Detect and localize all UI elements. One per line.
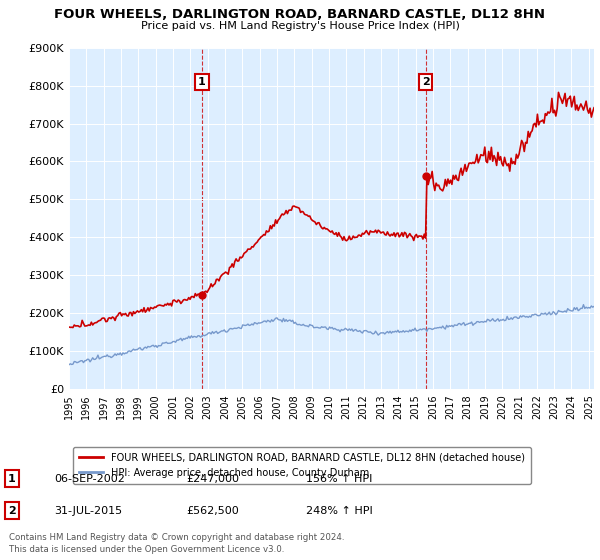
Text: 06-SEP-2002: 06-SEP-2002 (54, 474, 125, 484)
Text: 2: 2 (422, 77, 430, 87)
Text: 2: 2 (8, 506, 16, 516)
Text: FOUR WHEELS, DARLINGTON ROAD, BARNARD CASTLE, DL12 8HN: FOUR WHEELS, DARLINGTON ROAD, BARNARD CA… (55, 8, 545, 21)
Text: £562,500: £562,500 (186, 506, 239, 516)
Text: 1: 1 (198, 77, 206, 87)
Text: 31-JUL-2015: 31-JUL-2015 (54, 506, 122, 516)
Text: This data is licensed under the Open Government Licence v3.0.: This data is licensed under the Open Gov… (9, 545, 284, 554)
Text: 156% ↑ HPI: 156% ↑ HPI (306, 474, 373, 484)
Text: 248% ↑ HPI: 248% ↑ HPI (306, 506, 373, 516)
Legend: FOUR WHEELS, DARLINGTON ROAD, BARNARD CASTLE, DL12 8HN (detached house), HPI: Av: FOUR WHEELS, DARLINGTON ROAD, BARNARD CA… (73, 447, 531, 483)
Text: 1: 1 (8, 474, 16, 484)
Text: £247,000: £247,000 (186, 474, 239, 484)
Text: Contains HM Land Registry data © Crown copyright and database right 2024.: Contains HM Land Registry data © Crown c… (9, 533, 344, 542)
Text: Price paid vs. HM Land Registry's House Price Index (HPI): Price paid vs. HM Land Registry's House … (140, 21, 460, 31)
